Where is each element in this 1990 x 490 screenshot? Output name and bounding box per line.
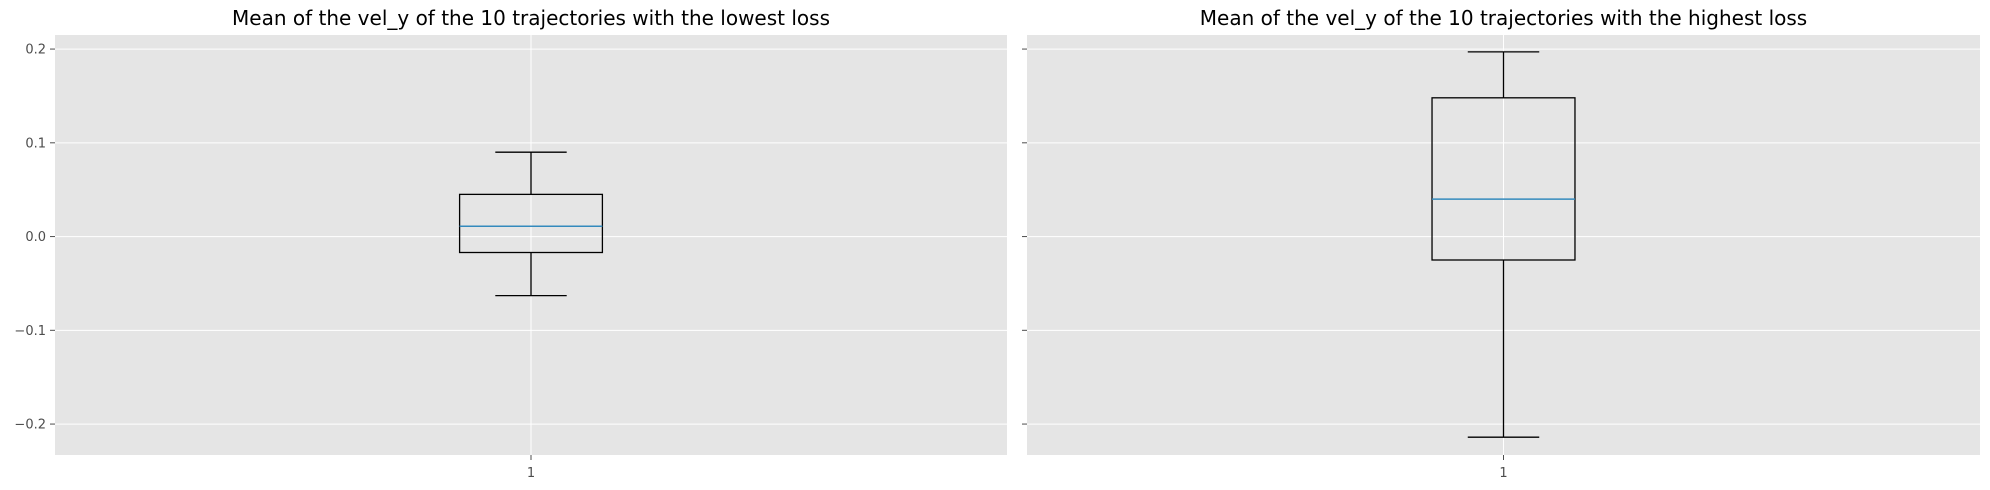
boxplot-lowest-loss [458,151,604,297]
y-tick-label: −0.1 [14,324,46,339]
chart-title-highest-loss: Mean of the vel_y of the 10 trajectories… [1200,6,1807,30]
y-tick-label: 0.0 [25,230,46,245]
box-iqr [458,193,604,254]
ticks-lowest-loss: −0.2 −0.1 0.0 0.1 0.2 1 [14,43,535,481]
chart-panel-highest-loss: 1 Mean of the vel_y of the 10 trajectori… [1022,6,1980,481]
y-tick-label: 0.1 [25,136,46,151]
y-tick-label: 0.2 [25,43,46,58]
chart-panel-lowest-loss: −0.2 −0.1 0.0 0.1 0.2 1 Mean of the vel_y of … [14,6,1007,481]
x-tick-label: 1 [1499,466,1507,481]
ticks-highest-loss: 1 [1022,48,1508,481]
x-tick-label: 1 [527,466,535,481]
boxplot-highest-loss [1431,51,1576,438]
chart-title-lowest-loss: Mean of the vel_y of the 10 trajectories… [232,6,830,30]
grid-lowest-loss [55,35,1007,455]
y-tick-label: −0.2 [14,418,46,433]
box-iqr [1431,97,1576,261]
